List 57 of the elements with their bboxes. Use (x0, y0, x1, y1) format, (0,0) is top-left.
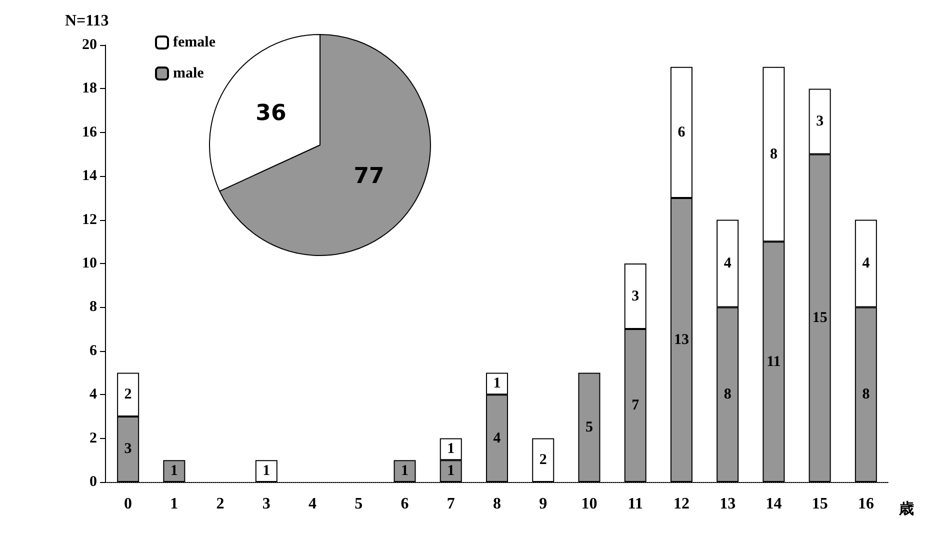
y-tick-label: 12 (82, 212, 97, 228)
x-axis-title: 歳 (898, 500, 914, 518)
x-tick-label: 5 (354, 496, 363, 512)
x-tick-label: 7 (446, 496, 455, 512)
x-tick-label: 6 (400, 496, 409, 512)
x-tick-label: 10 (581, 496, 598, 512)
data-label: 1 (401, 463, 409, 480)
chart-title: N=113 (65, 12, 109, 30)
data-label: 15 (812, 310, 828, 326)
y-tick-label: 0 (90, 474, 97, 490)
y-tick-label: 4 (90, 386, 98, 403)
x-tick-label: 2 (216, 496, 224, 512)
x-tick-label: 3 (262, 496, 270, 512)
data-label: 8 (770, 146, 778, 162)
data-label: 11 (766, 354, 781, 370)
y-tick-label: 6 (90, 342, 98, 359)
data-label: 7 (632, 398, 640, 414)
y-tick-label: 2 (90, 430, 97, 446)
legend-label: female (173, 34, 216, 50)
y-tick-label: 20 (82, 37, 97, 53)
data-label: 8 (862, 386, 870, 403)
data-label: 3 (124, 441, 132, 458)
x-tick-label: 14 (766, 496, 782, 512)
x-tick-label: 16 (858, 496, 874, 512)
y-tick-label: 16 (82, 124, 98, 140)
data-label: 3 (816, 113, 824, 130)
data-label: 36 (256, 101, 286, 126)
data-label: 1 (493, 376, 501, 392)
data-label: 1 (262, 463, 270, 480)
data-label: 1 (447, 463, 455, 480)
y-tick-label: 14 (82, 168, 98, 184)
data-label: 5 (585, 419, 593, 436)
x-tick-label: 8 (493, 496, 501, 512)
legend-label: male (173, 66, 204, 82)
data-label: 3 (632, 288, 640, 304)
data-label: 4 (862, 256, 870, 272)
x-tick-label: 13 (720, 496, 736, 512)
data-label: 4 (493, 430, 502, 446)
y-tick-label: 18 (82, 80, 97, 97)
data-label: 1 (447, 441, 455, 458)
x-tick-label: 0 (124, 496, 132, 512)
data-label: 8 (724, 386, 732, 403)
x-tick-label: 9 (539, 496, 548, 512)
data-label: 2 (124, 386, 132, 403)
data-label: 13 (674, 332, 689, 348)
data-label: 4 (724, 256, 732, 272)
y-tick-label: 10 (82, 256, 97, 272)
data-label: 77 (354, 164, 384, 189)
x-tick-label: 11 (628, 496, 643, 512)
x-tick-label: 4 (308, 496, 317, 512)
data-label: 6 (678, 124, 686, 140)
y-tick-label: 8 (90, 299, 97, 316)
data-label: 2 (539, 452, 547, 468)
x-tick-label: 1 (170, 496, 178, 512)
x-tick-label: 15 (812, 496, 828, 512)
data-label: 1 (170, 463, 178, 480)
x-tick-label: 12 (673, 496, 690, 512)
